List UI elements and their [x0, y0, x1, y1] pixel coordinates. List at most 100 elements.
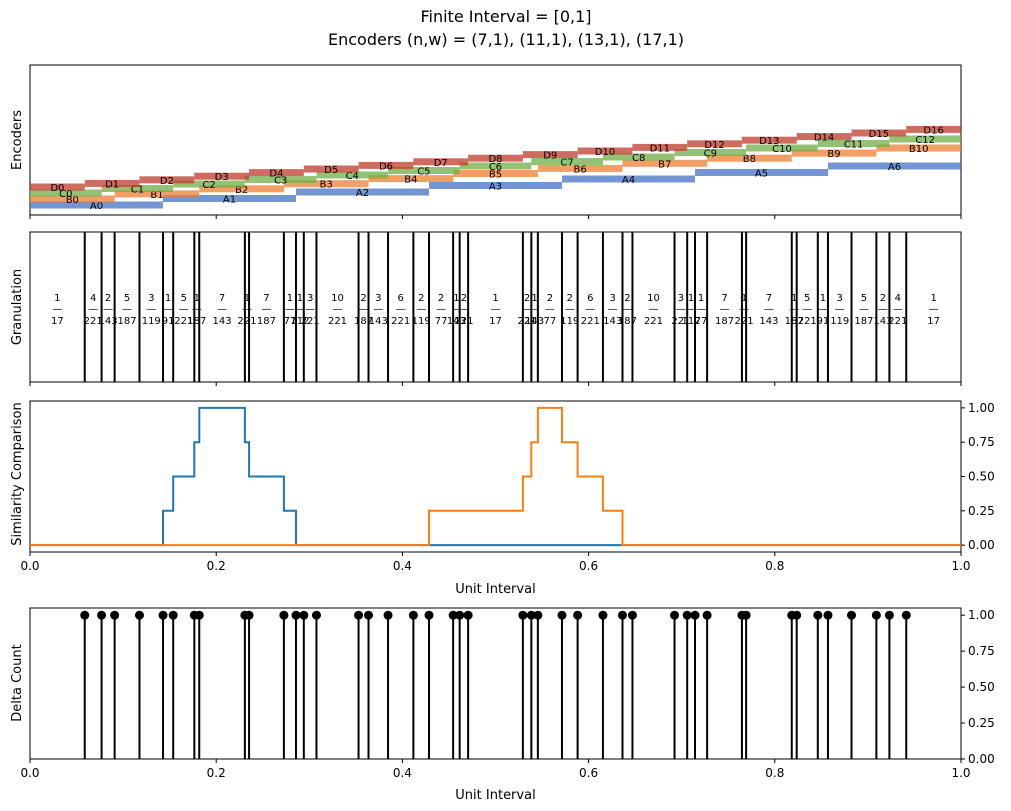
- encoder-segment: [707, 154, 792, 162]
- granule-numerator: 1: [688, 293, 694, 304]
- granule-denominator: 77: [284, 316, 297, 327]
- granule-fraction-bar: —: [52, 304, 62, 315]
- granule-denominator: 221: [734, 316, 753, 327]
- encoder-segment: [283, 180, 369, 188]
- stem-marker: [364, 610, 374, 620]
- stem-marker: [884, 610, 894, 620]
- encoder-segment-label: D10: [595, 147, 615, 158]
- encoder-segment: [249, 169, 304, 177]
- granule-fraction-bar: —: [192, 304, 202, 315]
- encoder-segment-label: B4: [404, 175, 417, 186]
- granule-fraction-bar: —: [451, 304, 461, 315]
- encoder-segment-label: C7: [560, 158, 573, 169]
- x-tick-label: 0.8: [765, 559, 784, 573]
- y-tick-label: 0.75: [968, 644, 995, 658]
- encoder-segment: [413, 158, 469, 166]
- encoder-segment: [30, 183, 85, 191]
- stem-marker: [424, 610, 434, 620]
- granule-denominator: 221: [391, 316, 410, 327]
- encoder-segment: [746, 144, 818, 152]
- y-tick-label: 0.50: [968, 680, 995, 694]
- granulation-ylabel: Granulation: [10, 269, 25, 345]
- y-tick-label: 0.00: [968, 538, 995, 552]
- encoder-segment-label: D9: [543, 151, 557, 162]
- encoder-segment: [429, 182, 562, 189]
- granule-fraction-bar: —: [163, 304, 173, 315]
- granule-numerator: 3: [837, 293, 843, 304]
- granule-numerator: 1: [54, 293, 60, 304]
- encoder-segment-label: B3: [320, 180, 333, 191]
- encoder-segment: [453, 170, 538, 177]
- granule-fraction-bar: —: [261, 304, 271, 315]
- granule-denominator: 187: [715, 316, 734, 327]
- x-tick-label: 0.6: [579, 766, 598, 780]
- x-tick-label: 0.4: [393, 559, 412, 573]
- granule-fraction-bar: —: [373, 304, 383, 315]
- granule-numerator: 1: [297, 293, 303, 304]
- granule-numerator: 3: [610, 293, 616, 304]
- similarity-ylabel: Similarity Comparison: [10, 402, 25, 545]
- encoder-segment-label: B1: [150, 190, 163, 201]
- stem-marker: [448, 610, 458, 620]
- encoder-segment: [577, 147, 633, 155]
- granule-denominator: 143: [213, 316, 232, 327]
- granule-numerator: 7: [766, 293, 772, 304]
- encoder-segment-label: A0: [90, 201, 103, 212]
- granule-fraction-bar: —: [295, 304, 305, 315]
- encoder-segment-label: B0: [66, 195, 79, 206]
- granule-fraction-bar: —: [545, 304, 555, 315]
- encoder-segment: [368, 175, 454, 183]
- granule-fraction-bar: —: [305, 304, 315, 315]
- stem-marker: [627, 610, 637, 620]
- granule-fraction-bar: —: [789, 304, 799, 315]
- granule-numerator: 2: [461, 293, 467, 304]
- granule-denominator: 221: [888, 316, 907, 327]
- granule-numerator: 2: [624, 293, 630, 304]
- granule-numerator: 5: [861, 293, 867, 304]
- x-tick-label: 0.4: [393, 766, 412, 780]
- x-tick-label: 0.2: [207, 766, 226, 780]
- delta-panel: 0.0 0.2 0.4 0.6 0.8 1.00.00 0.25 0.50 0.75 1.00: [20, 607, 995, 780]
- stem-marker: [383, 610, 393, 620]
- granule-numerator: 7: [263, 293, 269, 304]
- delta-xlabel: Unit Interval: [455, 788, 535, 803]
- stem-marker: [158, 610, 168, 620]
- granule-denominator: 187: [354, 316, 373, 327]
- granule-numerator: 1: [791, 293, 797, 304]
- encoder-segment: [101, 185, 174, 192]
- granule-fraction-bar: —: [720, 304, 730, 315]
- granule-denominator: 221: [301, 316, 320, 327]
- encoder-segment-label: D13: [759, 136, 779, 147]
- granule-denominator: 187: [118, 316, 137, 327]
- stem-marker: [299, 610, 309, 620]
- y-tick-label: 0.00: [968, 752, 995, 766]
- granule-fraction-bar: —: [522, 304, 532, 315]
- encoder-segment-label: D4: [269, 169, 283, 180]
- granule-denominator: 221: [174, 316, 193, 327]
- granule-denominator: 119: [412, 316, 431, 327]
- granule-numerator: 2: [418, 293, 424, 304]
- x-tick-label: 1.0: [951, 766, 970, 780]
- encoder-segment: [316, 171, 389, 179]
- granule-fraction-bar: —: [530, 304, 540, 315]
- granule-denominator: 221: [581, 316, 600, 327]
- granule-denominator: 17: [51, 316, 64, 327]
- encoder-segment-label: D11: [650, 143, 670, 154]
- granule-numerator: 1: [492, 293, 498, 304]
- encoder-segment: [906, 125, 961, 133]
- granule-fraction-bar: —: [491, 304, 501, 315]
- granule-fraction-bar: —: [459, 304, 469, 315]
- encoder-segment-label: C8: [632, 153, 645, 164]
- encoder-segment-label: A5: [755, 169, 768, 180]
- encoder-segment: [199, 185, 284, 193]
- similarity-frame: [29, 400, 962, 553]
- granule-fraction-bar: —: [359, 304, 369, 315]
- granule-numerator: 1: [698, 293, 704, 304]
- encoder-segment-label: A1: [223, 195, 236, 206]
- granule-denominator: 143: [99, 316, 118, 327]
- granule-denominator: 221: [644, 316, 663, 327]
- similarity-panel: 0.0 0.2 0.4 0.6 0.8 1.0 0.00 0.25 0.50 0.75 1.00: [20, 400, 995, 573]
- granulation-panel: 1—174—2212—1435—1873—1191—915—2211—1877—…: [29, 231, 962, 386]
- encoder-segment: [876, 144, 961, 152]
- granule-numerator: 1: [741, 293, 747, 304]
